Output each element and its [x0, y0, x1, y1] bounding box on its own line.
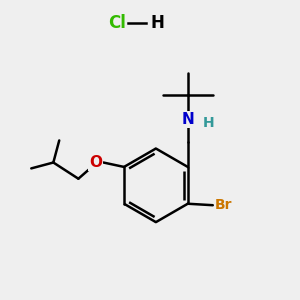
Text: H: H	[150, 14, 164, 32]
Text: N: N	[182, 112, 194, 127]
Text: H: H	[203, 116, 215, 130]
Text: O: O	[89, 155, 102, 170]
Text: Br: Br	[214, 198, 232, 212]
Text: Cl: Cl	[109, 14, 126, 32]
